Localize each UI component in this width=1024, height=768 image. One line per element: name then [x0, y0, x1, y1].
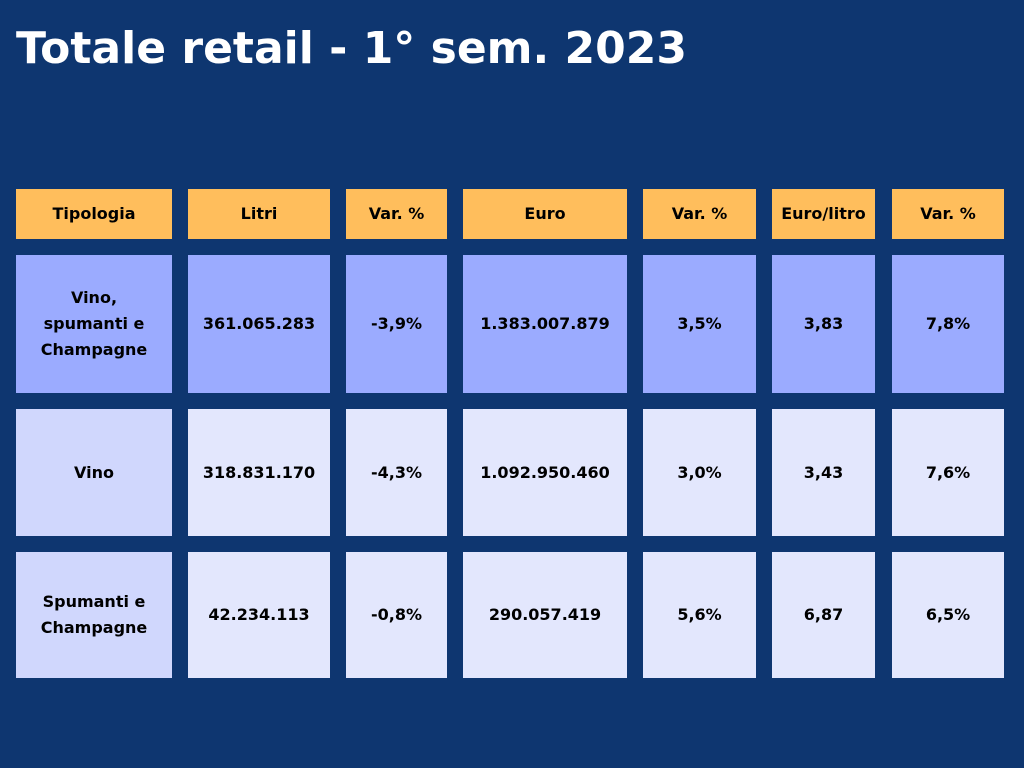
- header-tipologia: Tipologia: [16, 189, 172, 239]
- row-vino-litri: 318.831.170: [188, 409, 330, 536]
- row-total-litri: 361.065.283: [188, 255, 330, 393]
- row-total-euro: 1.383.007.879: [463, 255, 627, 393]
- row-vino-var-euro-litro: 7,6%: [892, 409, 1004, 536]
- row-spumanti-euro: 290.057.419: [463, 552, 627, 678]
- row-spumanti-var-euro: 5,6%: [643, 552, 756, 678]
- header-euro: Euro: [463, 189, 627, 239]
- row-vino-var-litri: -4,3%: [346, 409, 447, 536]
- row-spumanti-tipologia: Spumanti e Champagne: [16, 552, 172, 678]
- header-euro-litro: Euro/litro: [772, 189, 875, 239]
- page-title: Totale retail - 1° sem. 2023: [16, 23, 687, 74]
- row-total-tipologia: Vino, spumanti e Champagne: [16, 255, 172, 393]
- row-vino-euro: 1.092.950.460: [463, 409, 627, 536]
- row-total-var-euro-litro: 7,8%: [892, 255, 1004, 393]
- row-spumanti-var-litri: -0,8%: [346, 552, 447, 678]
- row-vino-euro-litro: 3,43: [772, 409, 875, 536]
- row-total-var-euro: 3,5%: [643, 255, 756, 393]
- row-spumanti-var-euro-litro: 6,5%: [892, 552, 1004, 678]
- row-total-var-litri: -3,9%: [346, 255, 447, 393]
- header-var-euro: Var. %: [643, 189, 756, 239]
- row-spumanti-litri: 42.234.113: [188, 552, 330, 678]
- header-var-litri: Var. %: [346, 189, 447, 239]
- row-spumanti-euro-litro: 6,87: [772, 552, 875, 678]
- row-vino-tipologia: Vino: [16, 409, 172, 536]
- header-var-euro-litro: Var. %: [892, 189, 1004, 239]
- row-total-euro-litro: 3,83: [772, 255, 875, 393]
- header-litri: Litri: [188, 189, 330, 239]
- row-vino-var-euro: 3,0%: [643, 409, 756, 536]
